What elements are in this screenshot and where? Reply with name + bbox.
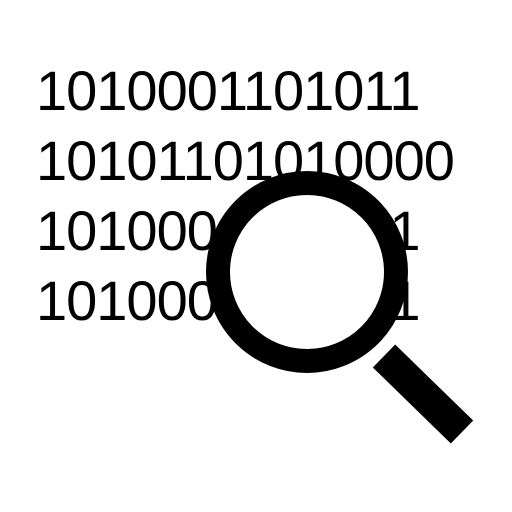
magnifier-lens	[207, 172, 407, 372]
magnifier-rim	[206, 171, 408, 373]
binary-line-2: 10101101010000	[36, 129, 455, 192]
binary-line-1: 1010001101011	[36, 59, 421, 122]
magnifier-handle	[372, 344, 474, 444]
